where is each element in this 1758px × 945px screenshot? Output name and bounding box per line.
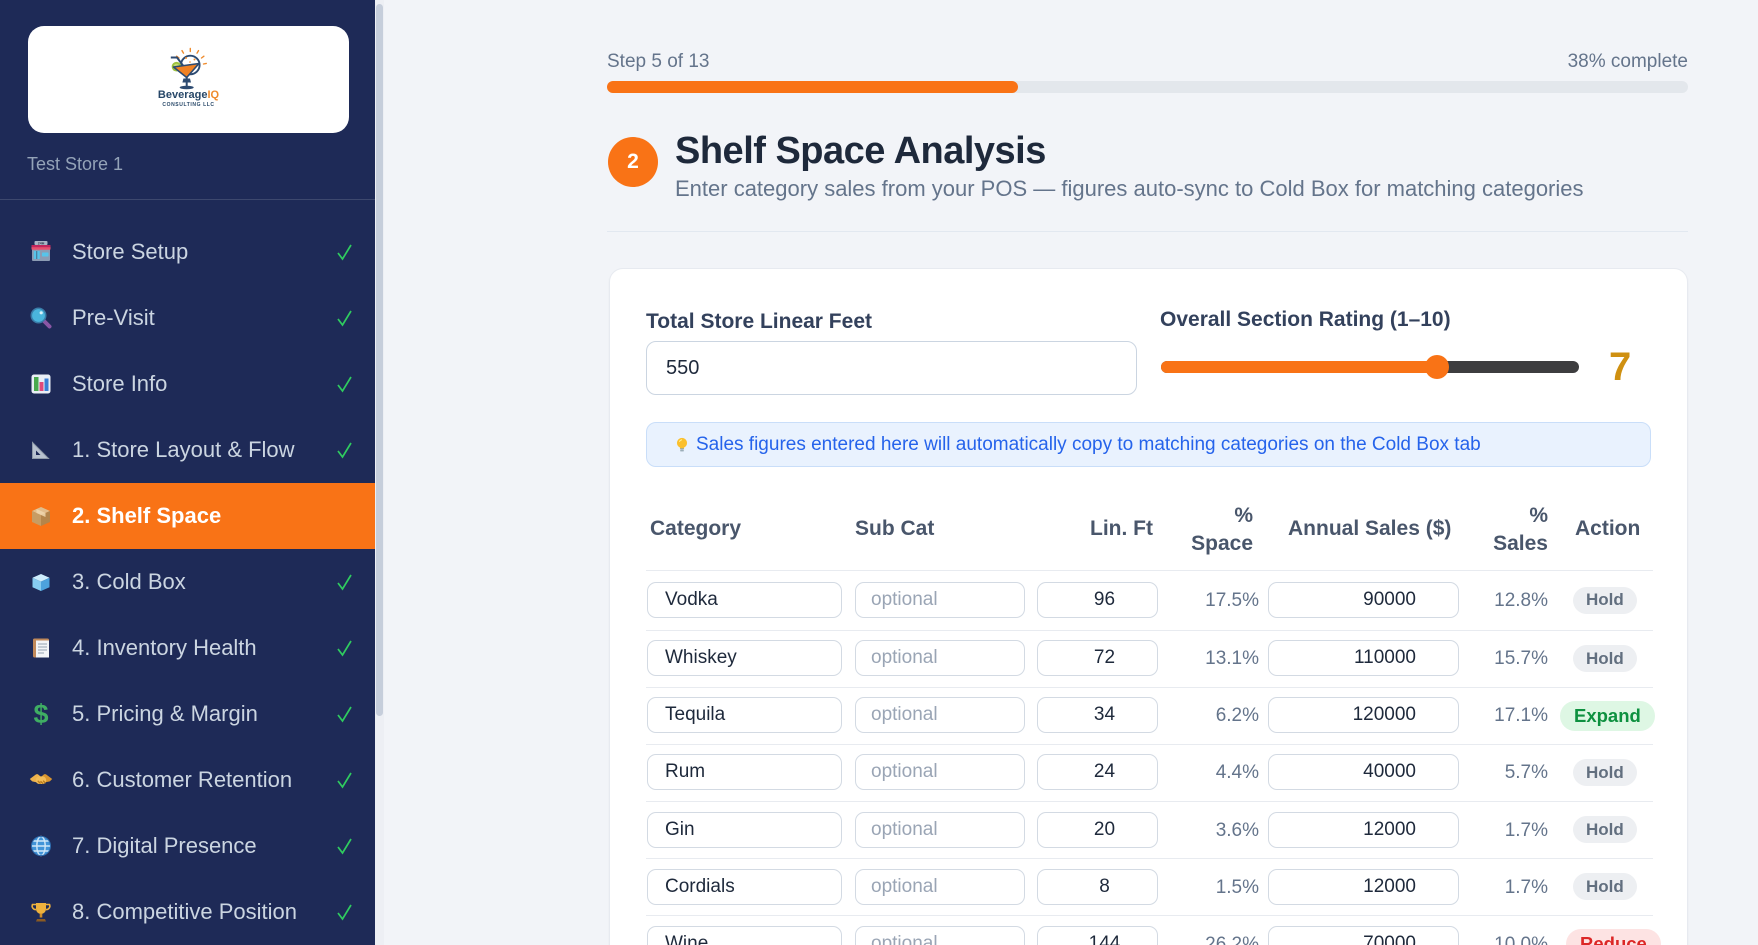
svg-text:24H: 24H <box>38 241 45 245</box>
